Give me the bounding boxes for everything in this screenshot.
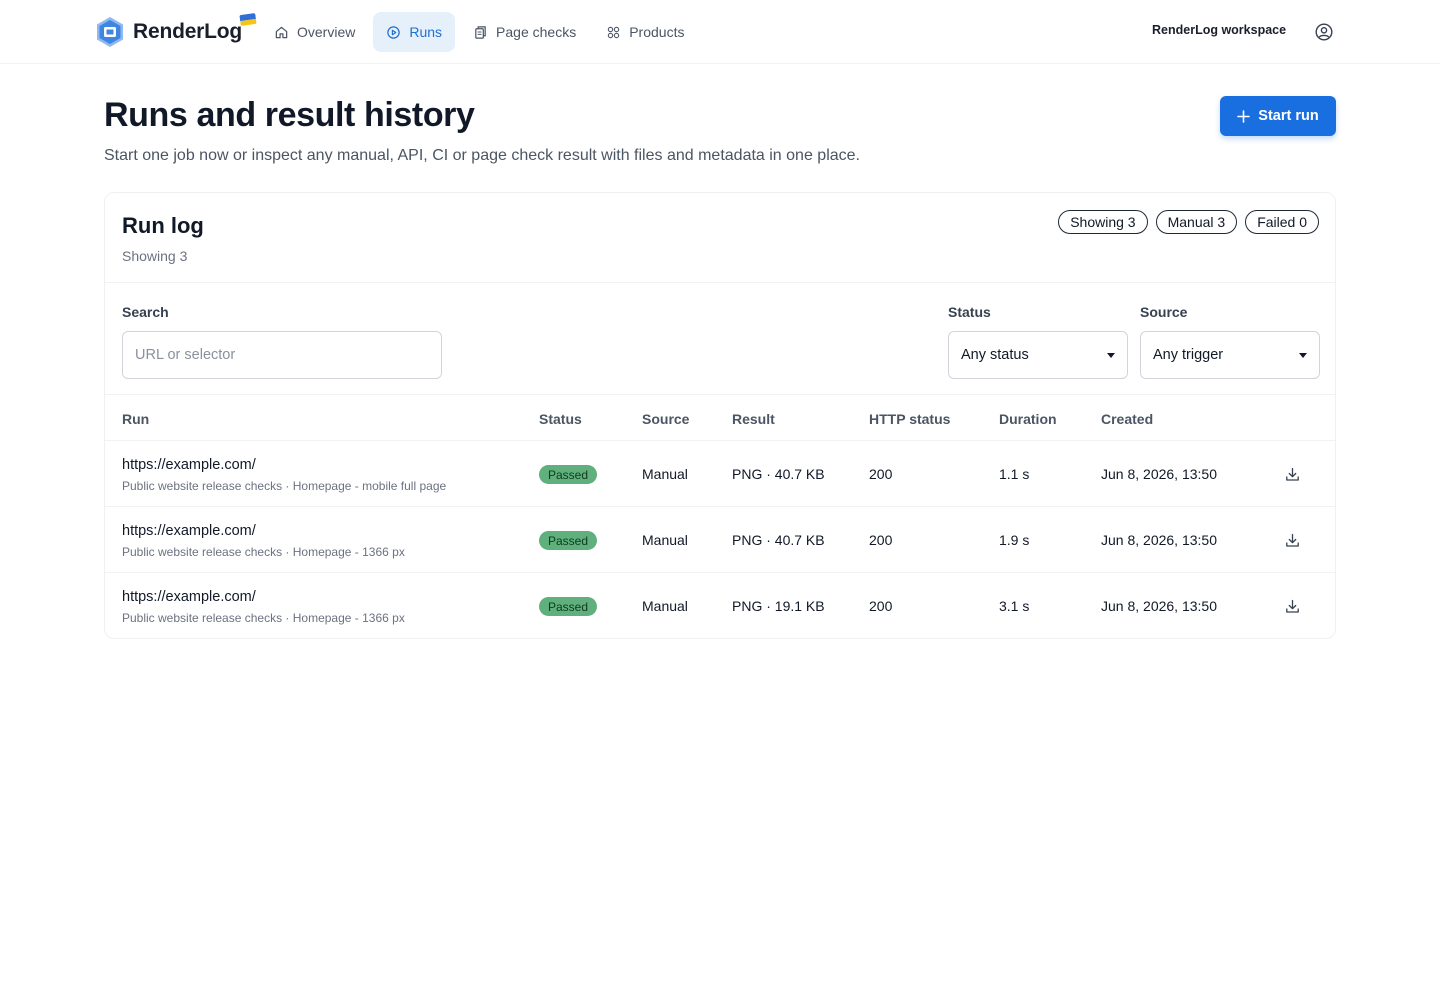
summary-pills: Showing 3 Manual 3 Failed 0 — [1058, 210, 1319, 234]
nav-item-label: Page checks — [496, 24, 577, 40]
main-nav: Overview Runs Page checks Products — [262, 12, 696, 52]
nav-item-label: Products — [629, 24, 685, 40]
column-header-run[interactable]: Run — [122, 411, 150, 427]
caret-down-icon — [1299, 352, 1307, 358]
status-select-value: Any status — [961, 347, 1029, 363]
status-badge: Passed — [539, 597, 598, 616]
start-run-button[interactable]: Start run — [1220, 96, 1336, 136]
nav-item-overview[interactable]: Overview — [262, 12, 367, 52]
download-icon — [1285, 467, 1299, 481]
renderlog-logo[interactable]: RenderLog — [95, 12, 257, 50]
created-cell: Jun 8, 2026, 13:50 — [1101, 598, 1217, 614]
column-header-status[interactable]: Status — [539, 411, 582, 427]
home-icon — [275, 26, 288, 38]
http-status-cell: 200 — [869, 532, 893, 548]
nav-item-page-checks[interactable]: Page checks — [461, 12, 588, 52]
result-cell: PNG · 40.7 KB — [732, 532, 825, 548]
source-cell: Manual — [642, 532, 688, 548]
top-navigation-bar: RenderLog Overview Runs Page checks Prod… — [0, 0, 1440, 64]
nav-item-runs[interactable]: Runs — [373, 12, 456, 52]
run-log-card: Run log Showing 3 Showing 3 Manual 3 Fai… — [104, 192, 1336, 639]
flag-icon — [239, 12, 257, 27]
start-run-label: Start run — [1258, 108, 1319, 124]
duration-cell: 1.1 s — [999, 466, 1030, 482]
result-cell: PNG · 40.7 KB — [732, 466, 825, 482]
logo-mark-icon — [97, 17, 123, 47]
run-url[interactable]: https://example.com/ — [122, 523, 256, 539]
run-meta: Public website release checks · Homepage… — [122, 479, 447, 493]
card-title: Run log — [122, 213, 204, 238]
table-row[interactable]: https://example.com/ Public website rele… — [105, 440, 1335, 506]
pill-manual: Manual 3 — [1155, 210, 1238, 234]
table-row[interactable]: https://example.com/ Public website rele… — [105, 506, 1335, 572]
duration-cell: 3.1 s — [999, 598, 1030, 614]
search-input[interactable] — [122, 331, 442, 379]
run-url[interactable]: https://example.com/ — [122, 457, 256, 473]
clipboard-icon — [475, 25, 486, 39]
http-status-cell: 200 — [869, 466, 893, 482]
run-meta: Public website release checks · Homepage… — [122, 545, 405, 559]
search-label: Search — [122, 304, 169, 320]
created-cell: Jun 8, 2026, 13:50 — [1101, 532, 1217, 548]
status-badge: Passed — [539, 531, 598, 550]
column-header-source[interactable]: Source — [642, 411, 690, 427]
nav-item-products[interactable]: Products — [594, 12, 696, 52]
workspace-name[interactable]: RenderLog workspace — [1152, 23, 1287, 37]
card-subtitle: Showing 3 — [122, 248, 188, 264]
source-filter-label: Source — [1140, 304, 1188, 320]
page-title: Runs and result history — [104, 96, 475, 134]
play-circle-icon — [387, 25, 401, 39]
run-url[interactable]: https://example.com/ — [122, 589, 256, 605]
status-badge: Passed — [539, 465, 598, 484]
download-icon — [1285, 599, 1299, 613]
page-subtitle: Start one job now or inspect any manual,… — [104, 147, 860, 164]
caret-down-icon — [1107, 352, 1115, 358]
plus-icon — [1237, 109, 1251, 123]
pill-failed: Failed 0 — [1245, 210, 1319, 234]
status-filter-label: Status — [948, 304, 991, 320]
status-select[interactable]: Any status — [948, 331, 1128, 379]
divider — [105, 394, 1335, 395]
result-cell: PNG · 19.1 KB — [732, 598, 825, 614]
duration-cell: 1.9 s — [999, 532, 1030, 548]
run-meta: Public website release checks · Homepage… — [122, 611, 405, 625]
column-header-created[interactable]: Created — [1101, 411, 1154, 427]
download-button[interactable] — [1283, 531, 1301, 549]
source-select[interactable]: Any trigger — [1140, 331, 1320, 379]
http-status-cell: 200 — [869, 598, 893, 614]
pill-showing: Showing 3 — [1058, 210, 1148, 234]
user-circle-icon — [1315, 23, 1333, 41]
column-header-duration[interactable]: Duration — [999, 411, 1057, 427]
column-header-http-status[interactable]: HTTP status — [869, 411, 951, 427]
table-row[interactable]: https://example.com/ Public website rele… — [105, 572, 1335, 638]
download-button[interactable] — [1283, 465, 1301, 483]
created-cell: Jun 8, 2026, 13:50 — [1101, 466, 1217, 482]
brand-name: RenderLog — [133, 12, 257, 44]
download-button[interactable] — [1283, 597, 1301, 615]
column-header-result[interactable]: Result — [732, 411, 775, 427]
divider — [105, 282, 1335, 283]
source-cell: Manual — [642, 598, 688, 614]
source-cell: Manual — [642, 466, 688, 482]
nav-item-label: Runs — [409, 24, 443, 40]
download-icon — [1285, 533, 1299, 547]
source-select-value: Any trigger — [1153, 347, 1224, 363]
grid-icon — [608, 26, 620, 38]
nav-item-label: Overview — [297, 24, 356, 40]
user-menu-button[interactable] — [1312, 20, 1336, 44]
